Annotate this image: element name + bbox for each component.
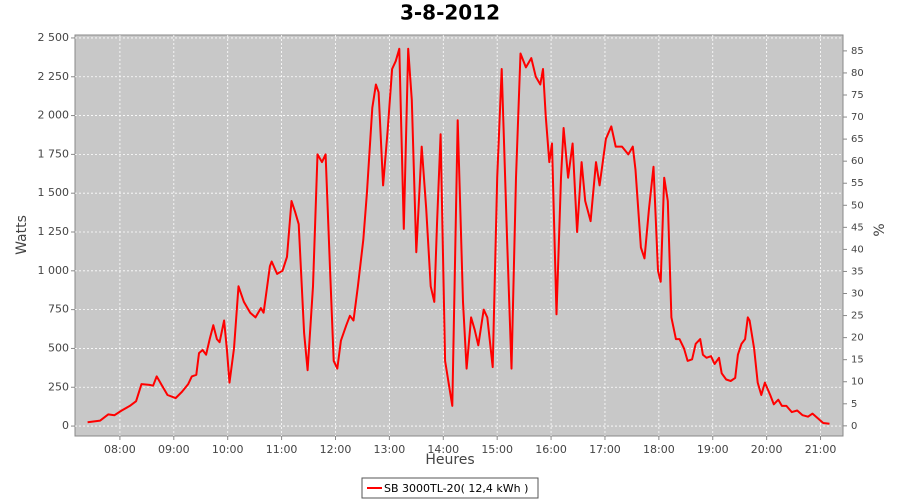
- y-tick-label: 1 500: [38, 186, 70, 199]
- x-tick-label: 15:00: [481, 443, 513, 456]
- chart-title: 3-8-2012: [400, 1, 500, 25]
- y2-tick-label: 25: [851, 311, 864, 322]
- y2-axis-label: %: [872, 223, 888, 236]
- y2-tick-label: 60: [851, 156, 864, 167]
- y2-tick-label: 45: [851, 222, 864, 233]
- y2-tick-label: 5: [851, 399, 857, 410]
- y-tick-label: 0: [62, 419, 69, 432]
- y-tick-label: 2 250: [38, 70, 70, 83]
- x-tick-label: 18:00: [643, 443, 675, 456]
- y-tick-label: 1 250: [38, 225, 70, 238]
- y2-tick-label: 65: [851, 134, 864, 145]
- x-tick-label: 08:00: [104, 443, 136, 456]
- y2-tick-label: 10: [851, 377, 864, 388]
- x-tick-label: 13:00: [374, 443, 406, 456]
- y-tick-label: 750: [48, 303, 69, 316]
- x-axis-label: Heures: [425, 452, 474, 468]
- x-tick-label: 11:00: [266, 443, 298, 456]
- y-tick-label: 2 500: [38, 31, 70, 44]
- y2-tick-label: 50: [851, 200, 864, 211]
- y2-tick-label: 15: [851, 355, 864, 366]
- y2-tick-label: 55: [851, 178, 864, 189]
- y-tick-label: 1 000: [38, 264, 70, 277]
- y-tick-label: 500: [48, 341, 69, 354]
- y-tick-label: 1 750: [38, 147, 70, 160]
- y2-tick-label: 75: [851, 90, 864, 101]
- y2-tick-label: 30: [851, 289, 864, 300]
- series-line: [87, 47, 830, 425]
- x-tick-label: 16:00: [535, 443, 567, 456]
- y-tick-label: 250: [48, 380, 69, 393]
- x-tick-label: 21:00: [805, 443, 837, 456]
- y2-tick-label: 35: [851, 266, 864, 277]
- x-tick-label: 10:00: [212, 443, 244, 456]
- x-tick-label: 19:00: [697, 443, 729, 456]
- y2-tick-label: 80: [851, 68, 864, 79]
- x-tick-label: 20:00: [751, 443, 783, 456]
- y-tick-label: 2 000: [38, 109, 70, 122]
- legend-label: SB 3000TL-20( 12,4 kWh ): [384, 482, 528, 495]
- y2-tick-label: 85: [851, 46, 864, 57]
- y2-tick-label: 70: [851, 112, 864, 123]
- legend: [361, 477, 539, 499]
- plot-area: [74, 34, 844, 437]
- y2-tick-label: 20: [851, 333, 864, 344]
- x-tick-label: 09:00: [158, 443, 190, 456]
- x-tick-label: 12:00: [320, 443, 352, 456]
- x-tick-label: 17:00: [589, 443, 621, 456]
- y2-tick-label: 0: [851, 421, 857, 432]
- x-tick-label: 14:00: [427, 443, 459, 456]
- y2-tick-label: 40: [851, 244, 864, 255]
- y-axis-label: Watts: [14, 215, 30, 255]
